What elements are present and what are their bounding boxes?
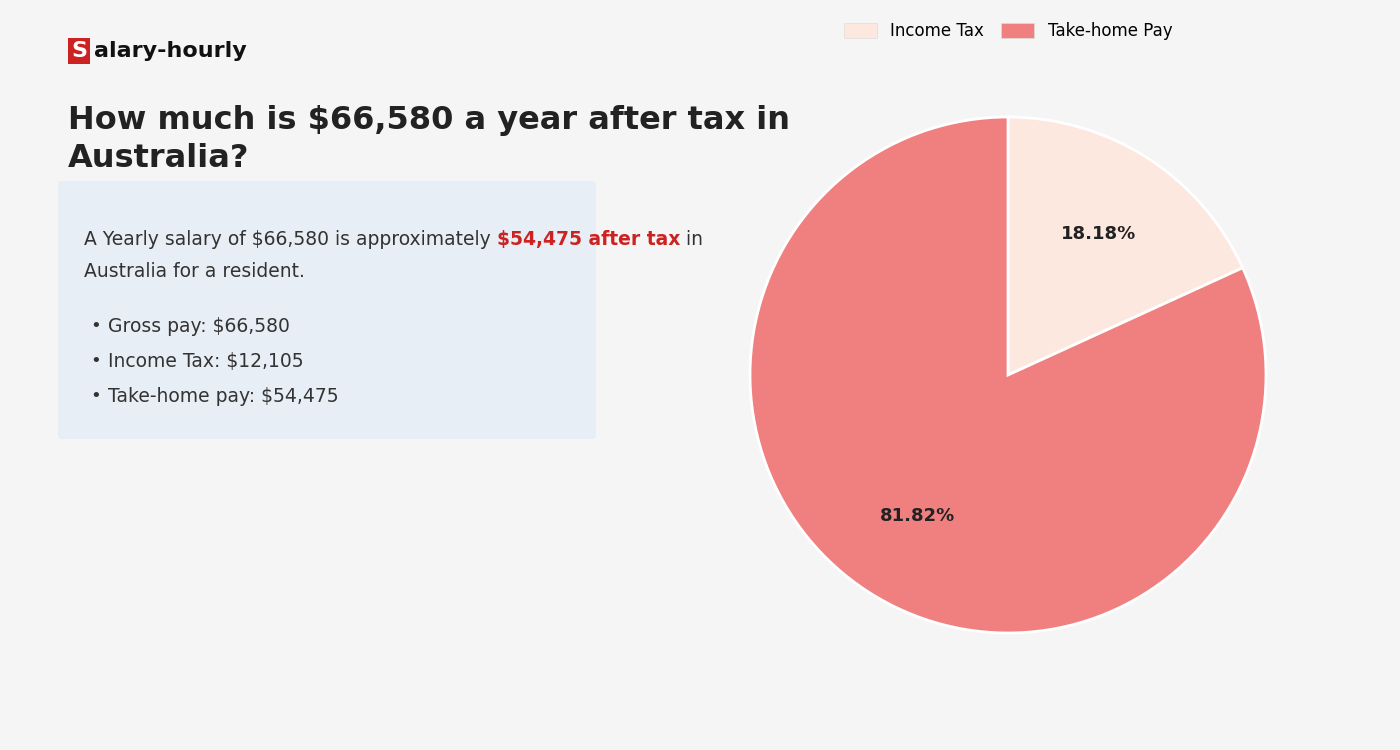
Text: in: in [680,230,703,249]
Wedge shape [750,117,1266,633]
Text: Income Tax: $12,105: Income Tax: $12,105 [108,352,304,371]
Text: •: • [91,387,101,405]
Text: How much is $66,580 a year after tax in: How much is $66,580 a year after tax in [69,105,790,136]
Text: •: • [91,317,101,335]
Legend: Income Tax, Take-home Pay: Income Tax, Take-home Pay [837,16,1179,47]
Text: Gross pay: $66,580: Gross pay: $66,580 [108,317,290,336]
FancyBboxPatch shape [57,181,596,439]
Text: Take-home pay: $54,475: Take-home pay: $54,475 [108,387,339,406]
Text: Australia?: Australia? [69,143,249,174]
Text: 18.18%: 18.18% [1061,225,1137,243]
Text: S: S [71,41,87,61]
Text: •: • [91,352,101,370]
Text: $54,475 after tax: $54,475 after tax [497,230,680,249]
Text: A Yearly salary of $66,580 is approximately: A Yearly salary of $66,580 is approximat… [84,230,497,249]
Wedge shape [1008,117,1243,375]
Text: Australia for a resident.: Australia for a resident. [84,262,305,281]
FancyBboxPatch shape [69,38,90,64]
Text: 81.82%: 81.82% [879,507,955,525]
Text: alary-hourly: alary-hourly [94,41,246,61]
